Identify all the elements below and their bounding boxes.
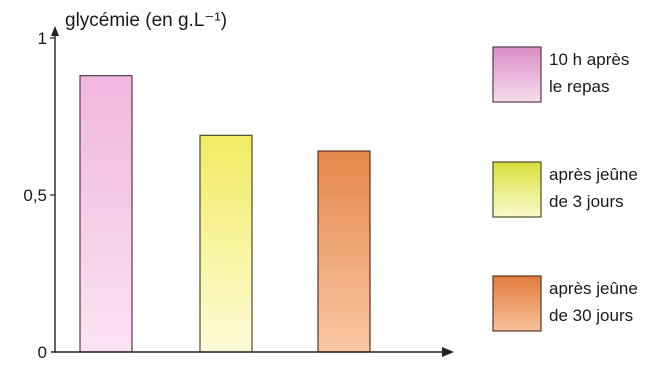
legend-swatch-2 bbox=[492, 161, 542, 218]
y-tick-label-2: 0,5 bbox=[23, 186, 47, 205]
legend-label-3-line-2: de 30 jours bbox=[549, 306, 633, 325]
y-axis-arrow bbox=[51, 26, 59, 36]
x-axis-arrow bbox=[442, 347, 454, 357]
legend-label-3-line-1: après jeûne bbox=[549, 279, 638, 298]
y-axis-label: glycémie (en g.L⁻¹) bbox=[65, 10, 227, 31]
bar-2 bbox=[199, 134, 253, 353]
legend-label-2-line-2: de 3 jours bbox=[549, 192, 624, 211]
legend-swatch-3 bbox=[492, 275, 542, 332]
bar-3 bbox=[317, 150, 371, 353]
legend-item-2: après jeûne de 3 jours bbox=[492, 161, 638, 218]
legend-label-1-line-2: le repas bbox=[549, 77, 609, 96]
y-tick-label-1: 0 bbox=[38, 343, 47, 362]
legend-swatch-1 bbox=[492, 46, 542, 103]
legend-item-1: 10 h après le repas bbox=[492, 46, 629, 103]
bars-layer bbox=[79, 75, 371, 353]
legend-label-2-line-1: après jeûne bbox=[549, 165, 638, 184]
axes-layer: 0 0,5 1 glycémie (en g.L⁻¹) bbox=[23, 10, 454, 362]
bar-1 bbox=[79, 75, 133, 353]
legend-item-3: après jeûne de 30 jours bbox=[492, 275, 638, 332]
legend-label-1-line-1: 10 h après bbox=[549, 50, 629, 69]
y-tick-label-3: 1 bbox=[38, 29, 47, 48]
